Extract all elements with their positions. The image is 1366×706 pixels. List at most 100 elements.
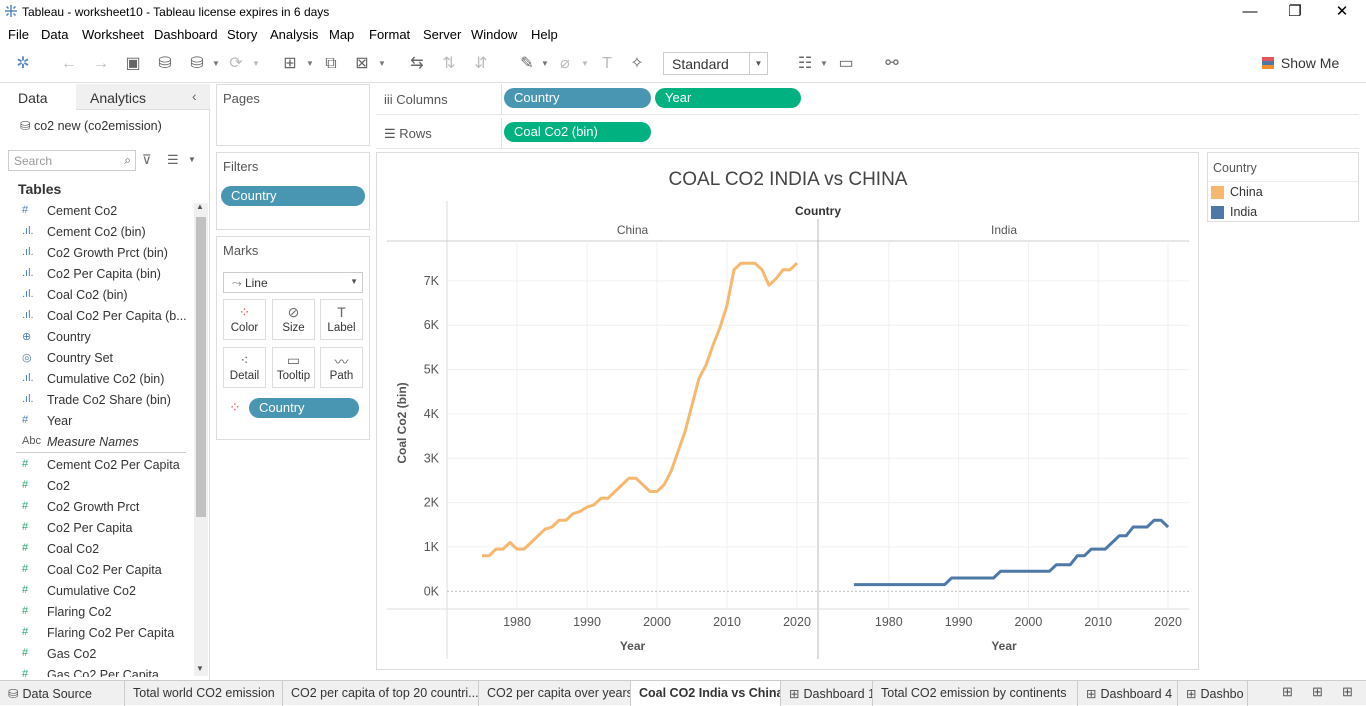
highlight-icon[interactable]: ✎	[520, 55, 534, 72]
chart-svg[interactable]: COAL CO2 INDIA vs CHINA Country China 1980 1…	[377, 153, 1198, 669]
number-type-icon: #	[22, 626, 29, 638]
swap-rows-columns-icon[interactable]: ⇆	[410, 55, 424, 72]
filter-pill-country[interactable]: Country	[221, 186, 365, 206]
size-icon: ⊘	[287, 304, 300, 320]
marks-card: Marks ⤳ Line ▼ ⁘ Color ⊘ Size T Label ⁖ Deta…	[216, 236, 370, 440]
new-worksheet-icon[interactable]: ⊞	[283, 55, 297, 72]
menu-file[interactable]: File	[8, 27, 29, 42]
menu-worksheet[interactable]: Worksheet	[82, 27, 144, 42]
bin-icon: .ıl.	[22, 309, 34, 321]
sheet-tab[interactable]: Coal CO2 India vs China	[631, 681, 781, 706]
sheet-tab[interactable]: ⊞ Dashboard 4	[1078, 681, 1178, 706]
size-button[interactable]: ⊘ Size	[272, 299, 315, 340]
tableau-home-icon[interactable]: ✲	[16, 55, 30, 72]
minimize-button[interactable]: —	[1242, 3, 1258, 20]
sheet-tab[interactable]: ⊞ Dashbo	[1178, 681, 1248, 706]
chevron-up-icon[interactable]: ▲	[196, 202, 204, 211]
path-button[interactable]: 〰 Path	[320, 347, 363, 388]
rows-shelf[interactable]: ☰ Rows Coal Co2 (bin)	[376, 118, 1359, 149]
color-legend[interactable]: Country China India	[1207, 152, 1359, 222]
search-placeholder: Search	[14, 154, 53, 168]
chevron-down-icon[interactable]: ▼	[581, 59, 589, 68]
menu-data[interactable]: Data	[41, 27, 69, 42]
chevron-down-icon[interactable]: ▼	[196, 664, 204, 673]
filter-icon[interactable]: ⊽	[142, 152, 152, 167]
x-axis-label: Year	[620, 639, 646, 653]
presentation-mode-icon[interactable]: ▭	[838, 55, 854, 72]
legend-swatch-india	[1211, 206, 1224, 219]
detail-label: Detail	[229, 370, 260, 382]
restore-button[interactable]: ❐	[1288, 3, 1302, 20]
column-pill-country[interactable]: Country	[504, 88, 651, 108]
menu-analysis[interactable]: Analysis	[270, 27, 319, 42]
detail-button[interactable]: ⁖ Detail	[223, 347, 266, 388]
chevron-down-icon[interactable]: ▼	[212, 59, 220, 68]
new-dashboard-icon[interactable]: ⊞	[1312, 684, 1323, 699]
undo-icon[interactable]: ←	[61, 55, 77, 72]
chevron-down-icon[interactable]: ▼	[306, 59, 314, 68]
tab-analytics[interactable]: Analytics ‹	[76, 84, 210, 110]
chevron-down-icon[interactable]: ▼	[378, 59, 386, 68]
fit-dropdown[interactable]: Standard ▼	[663, 52, 768, 75]
column-pill-year[interactable]: Year	[655, 88, 801, 108]
scrollbar-thumb[interactable]	[196, 217, 206, 517]
menu-format[interactable]: Format	[369, 27, 411, 42]
field-label: Year	[47, 414, 73, 428]
refresh-icon[interactable]: ⟳	[229, 55, 243, 72]
tooltip-button[interactable]: ▭ Tooltip	[272, 347, 315, 388]
redo-icon[interactable]: →	[93, 55, 109, 72]
menu-window[interactable]: Window	[471, 27, 518, 42]
menu-dashboard[interactable]: Dashboard	[154, 27, 218, 42]
save-icon[interactable]: ▣	[125, 55, 141, 72]
x-tick-label: 1980	[503, 615, 531, 629]
color-button[interactable]: ⁘ Color	[223, 299, 266, 340]
sheet-tab[interactable]: CO2 per capita of top 20 countri...	[283, 681, 479, 706]
label-button[interactable]: T Label	[320, 299, 363, 340]
mark-type-dropdown[interactable]: ⤳ Line ▼	[223, 272, 363, 293]
share-icon[interactable]: ⚯	[885, 55, 899, 72]
pause-updates-icon[interactable]: ⛁	[190, 55, 204, 72]
sheet-tab[interactable]: ⊞ Dashboard 1	[781, 681, 873, 706]
close-window-button[interactable]: ✕	[1335, 3, 1349, 20]
sheet-tab[interactable]: CO2 per capita over years	[479, 681, 631, 706]
marks-pill-country[interactable]: Country	[249, 398, 359, 418]
chevron-down-icon[interactable]: ▼	[252, 59, 260, 68]
filters-card[interactable]: Filters Country	[216, 152, 370, 230]
pages-card[interactable]: Pages	[216, 84, 370, 146]
series-line-india[interactable]	[853, 518, 1170, 587]
new-worksheet-icon[interactable]: ⊞	[1282, 684, 1293, 699]
duplicate-sheet-icon[interactable]: ⧉	[325, 55, 337, 72]
view-options-icon[interactable]: ☰	[167, 152, 179, 167]
sheet-tab[interactable]: ⛁ Data Source	[0, 681, 125, 706]
tab-data[interactable]: Data	[0, 84, 76, 110]
sort-ascending-icon[interactable]: ⇅	[442, 55, 456, 72]
datasource-label: co2 new (co2emission)	[33, 119, 162, 133]
clear-sheet-icon[interactable]: ⊠	[355, 55, 369, 72]
show-me-button[interactable]: Show Me	[1262, 55, 1339, 71]
sort-descending-icon[interactable]: ⇵	[474, 55, 488, 72]
show-mark-labels-icon[interactable]: T	[602, 55, 612, 72]
sheet-tab[interactable]: Total CO2 emission by continents	[873, 681, 1078, 706]
chevron-down-icon[interactable]: ▼	[541, 59, 549, 68]
chevron-down-icon[interactable]: ▼	[820, 59, 828, 68]
menu-server[interactable]: Server	[423, 27, 462, 42]
sheet-tab[interactable]: Total world CO2 emission	[125, 681, 283, 706]
row-pill-coal-co2-bin[interactable]: Coal Co2 (bin)	[504, 122, 651, 142]
new-datasource-icon[interactable]: ⛁	[158, 55, 172, 72]
fix-axes-icon[interactable]: ✧	[630, 55, 644, 72]
new-story-icon[interactable]: ⊞	[1342, 684, 1353, 699]
menu-story[interactable]: Story	[227, 27, 258, 42]
show-cards-icon[interactable]: ☷	[797, 55, 813, 72]
series-line-china[interactable]	[482, 261, 799, 558]
datasource-item[interactable]: ⛁ co2 new (co2emission)	[20, 118, 162, 133]
menu-help[interactable]: Help	[531, 27, 558, 42]
chevron-down-icon[interactable]: ▼	[188, 155, 196, 164]
chart-view[interactable]: COAL CO2 INDIA vs CHINA Country China 1980 1…	[376, 152, 1199, 670]
group-members-icon[interactable]: ⌀	[560, 55, 570, 72]
menu-map[interactable]: Map	[329, 27, 355, 42]
search-input[interactable]: Search ⌕	[8, 150, 136, 171]
field-list-scrollbar[interactable]: ▲ ▼	[194, 202, 208, 676]
collapse-pane-icon[interactable]: ‹	[192, 88, 197, 104]
columns-shelf[interactable]: iii Columns Country Year	[376, 84, 1359, 115]
y-tick-label: 4K	[424, 407, 440, 421]
